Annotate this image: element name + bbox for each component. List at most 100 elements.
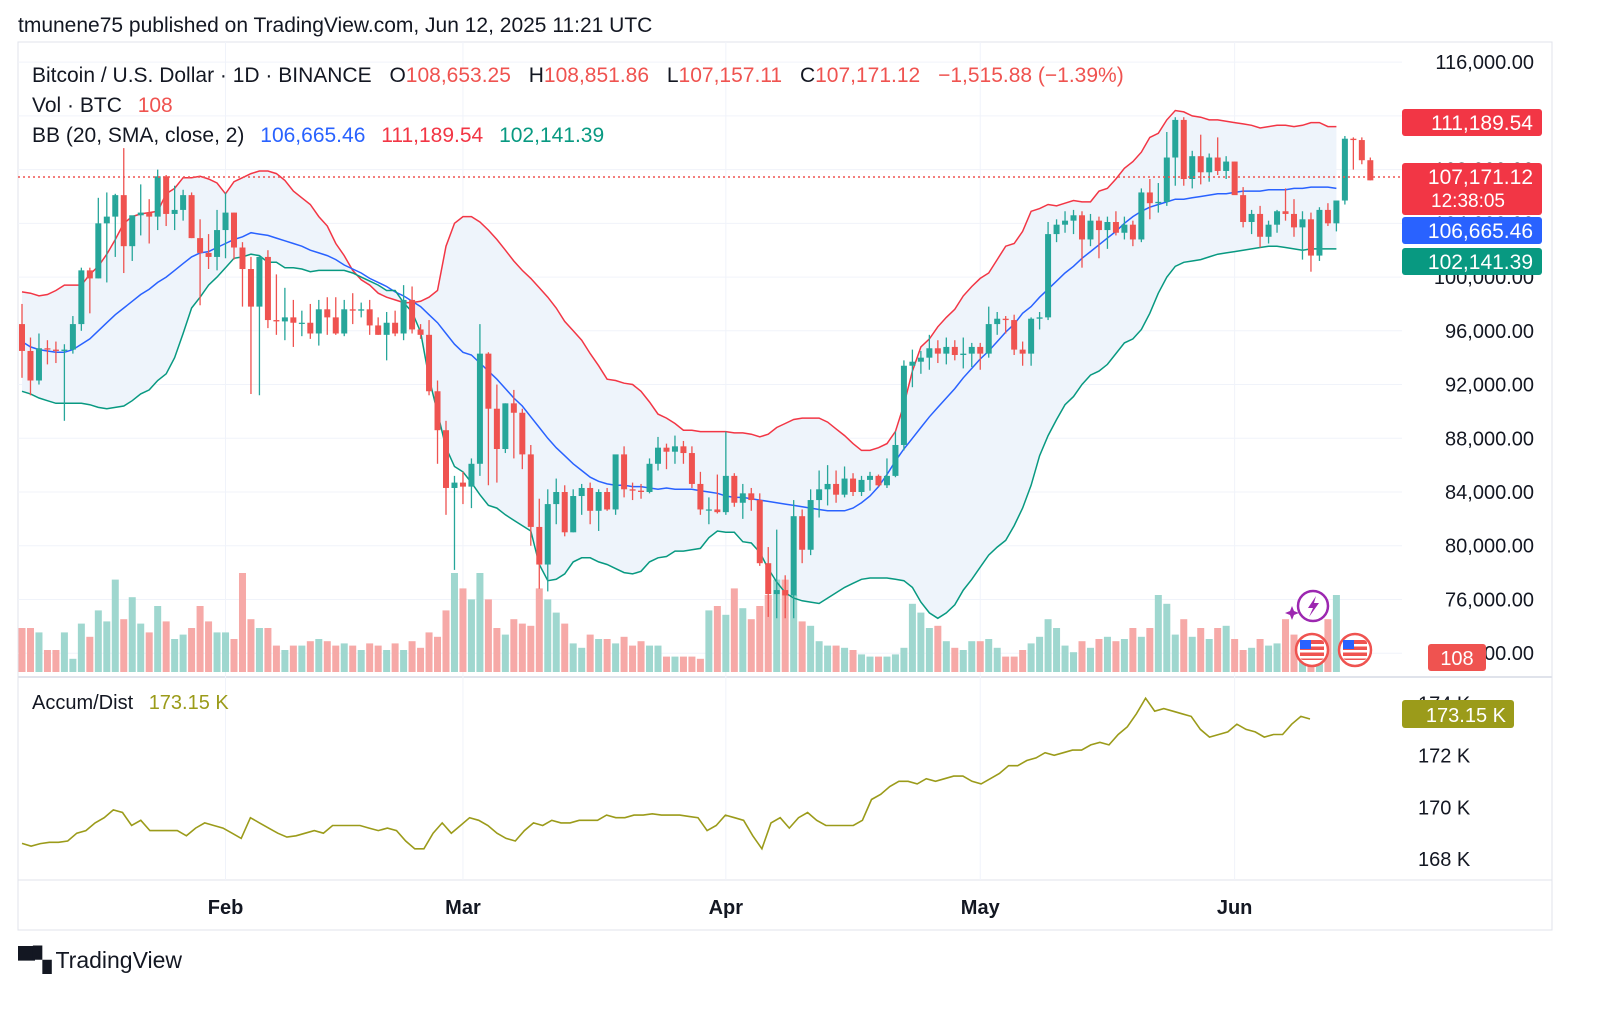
volume-bar [306,641,314,672]
candle-body [19,324,25,351]
candle-body [1011,320,1018,350]
candle-body [1206,157,1213,173]
tag-bb-upper-text: 111,189.54 [1431,112,1533,135]
legend-volume: Vol · BTC 108 [32,94,173,117]
volume-bar [493,628,501,672]
volume-bar [1239,650,1247,672]
volume-bar [154,606,162,672]
candle-body [1350,138,1357,141]
candle-body [1087,220,1094,240]
volume-bar [332,645,340,672]
us-flag-event-icon[interactable] [1294,632,1330,668]
candle-body [332,317,339,334]
volume-bar [798,621,806,672]
candle-body [52,349,59,351]
volume-bar [1086,647,1094,672]
price-tick-label: 116,000.00 [1435,52,1534,74]
candle-body [909,361,916,366]
candle-body [1112,222,1119,233]
volume-bar [374,645,382,672]
volume-bar [188,628,196,672]
volume-bar [1197,628,1205,672]
candle-body [434,391,441,431]
time-tick-label: May [961,897,1001,919]
volume-bar [891,654,899,672]
price-tick-label: 88,000.00 [1445,428,1534,450]
volume-bar [841,647,849,672]
lightning-event-icon[interactable] [1285,589,1330,623]
volume-bar [43,650,51,672]
tag-volume: 108 [1428,644,1486,671]
candle-body [739,493,746,503]
candle-body [400,299,407,334]
price-tick-label: 92,000.00 [1445,375,1534,397]
volume-bar [951,647,959,672]
candle-body [298,322,305,324]
candle-body [95,223,102,279]
volume-bar [917,612,925,672]
volume-bar [1027,643,1035,672]
volume-bar [679,656,687,672]
candle-body [1333,200,1340,224]
volume-bar [69,658,77,672]
volume-bar [264,628,272,672]
candle-body [451,482,458,488]
candle-body [765,563,772,595]
candle-body [1053,224,1060,235]
chart-frame [17,41,1553,931]
volume-bar [1171,634,1179,672]
candle-body [358,309,365,311]
candle-body [1163,157,1170,202]
volume-bar [179,634,187,672]
candle-body [197,238,204,253]
tag-countdown-text: 12:38:05 [1431,191,1505,212]
candle-body [1180,119,1187,180]
volume-bar [612,643,620,672]
volume-bar [858,654,866,672]
time-axis[interactable]: Feb Mar Apr May Jun [208,897,1253,919]
volume-bar [790,595,798,672]
tag-ad: 173.15 K [1402,700,1514,728]
candle-body [977,346,984,354]
volume-bar [993,647,1001,672]
volume-bar [349,645,357,672]
candle-body [824,483,831,490]
candle-body [807,500,814,550]
candle-body [934,348,941,354]
volume-bar [764,595,772,672]
tradingview-brand[interactable]: ▀▚ TradingView [18,946,182,975]
volume-bar [705,610,713,672]
tag-ad-text: 173.15 K [1426,705,1507,727]
tag-bb-basis: 106,665.46 [1402,217,1542,244]
bollinger-band-fill [22,110,1337,619]
candle-body [324,309,331,318]
legend-bb-label: BB (20, SMA, close, 2) [32,124,244,147]
volume-bar [747,619,755,672]
volume-bar [1044,619,1052,672]
volume-bar [1290,634,1298,672]
ad-tick-label: 172 K [1418,745,1471,767]
legend-volume-value: 108 [138,94,173,117]
volume-bar [1078,641,1086,672]
volume-bar [832,645,840,672]
price-axis[interactable]: 116,000.00112,000.00108,000.00104,000.00… [1434,52,1534,665]
candle-body [1291,213,1297,228]
volume-bars [18,573,1340,672]
legend-ad-label: Accum/Dist [32,692,134,714]
candle-body [1019,349,1026,354]
candle-body [86,270,93,279]
candle-body [646,463,653,492]
candle-body [61,349,68,351]
volume-bar [315,639,323,672]
volume-bar [824,645,832,672]
bb-band-area [22,110,1337,619]
volume-bar [128,597,136,672]
candle-body [1223,161,1230,171]
candle-body [1172,119,1179,158]
candle-body [1307,219,1314,256]
volume-bar [137,623,145,672]
us-flag-event-icon[interactable] [1337,632,1373,668]
candle-body [493,408,500,450]
volume-bar [1095,639,1103,672]
